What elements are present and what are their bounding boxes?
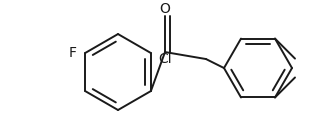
Text: O: O bbox=[159, 2, 170, 16]
Text: Cl: Cl bbox=[158, 52, 172, 66]
Text: F: F bbox=[69, 46, 77, 60]
